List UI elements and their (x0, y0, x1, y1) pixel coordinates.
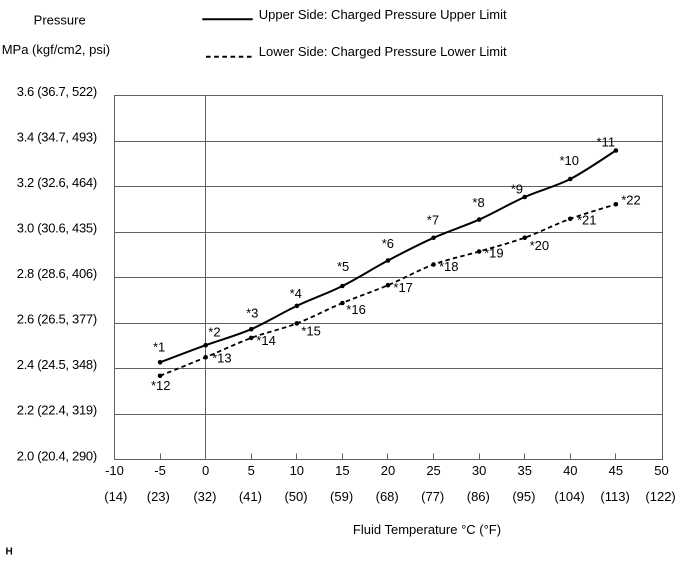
svg-text:*10: *10 (560, 153, 580, 168)
svg-text:*20: *20 (530, 238, 550, 253)
svg-text:30: 30 (472, 463, 486, 478)
svg-text:*11: *11 (597, 135, 616, 150)
svg-text:*5: *5 (337, 259, 349, 274)
svg-text:5: 5 (248, 463, 255, 478)
svg-text:2.6 (26.5, 377): 2.6 (26.5, 377) (17, 312, 97, 327)
svg-text:3.0 (30.6, 435): 3.0 (30.6, 435) (17, 221, 97, 236)
svg-text:*14: *14 (256, 333, 276, 348)
svg-text:*15: *15 (301, 324, 321, 339)
svg-text:(50): (50) (284, 489, 307, 504)
svg-text:10: 10 (290, 463, 304, 478)
svg-text:(14): (14) (104, 489, 127, 504)
svg-text:(32): (32) (193, 489, 216, 504)
svg-text:-5: -5 (154, 463, 166, 478)
svg-text:*17: *17 (393, 280, 413, 295)
svg-text:(68): (68) (376, 489, 399, 504)
svg-text:(122): (122) (645, 489, 675, 504)
svg-text:40: 40 (563, 463, 577, 478)
svg-text:Upper Side: Charged Pressure U: Upper Side: Charged Pressure Upper Limit (259, 7, 507, 22)
svg-text:*16: *16 (346, 302, 366, 317)
svg-text:*8: *8 (472, 195, 484, 210)
svg-text:(41): (41) (239, 489, 262, 504)
svg-text:15: 15 (335, 463, 349, 478)
svg-text:20: 20 (381, 463, 395, 478)
svg-text:*22: *22 (621, 192, 641, 207)
svg-text:*18: *18 (439, 259, 459, 274)
svg-text:3.6 (36.7, 522): 3.6 (36.7, 522) (17, 84, 97, 99)
svg-text:(59): (59) (330, 489, 353, 504)
svg-text:*9: *9 (511, 181, 523, 196)
svg-text:2.2 (22.4, 319): 2.2 (22.4, 319) (17, 403, 97, 418)
svg-text:25: 25 (426, 463, 440, 478)
svg-text:(113): (113) (600, 489, 629, 504)
svg-text:45: 45 (609, 463, 623, 478)
svg-text:*13: *13 (212, 351, 232, 366)
svg-text:*3: *3 (246, 306, 258, 321)
svg-text:*7: *7 (427, 213, 439, 228)
svg-text:*6: *6 (382, 236, 394, 251)
svg-text:2.0 (20.4, 290): 2.0 (20.4, 290) (17, 448, 97, 463)
svg-text:*4: *4 (290, 286, 302, 301)
svg-text:50: 50 (654, 463, 668, 478)
svg-text:*21: *21 (577, 213, 597, 228)
svg-text:*19: *19 (484, 246, 504, 261)
svg-text:(95): (95) (512, 489, 535, 504)
svg-text:(104): (104) (554, 489, 584, 504)
svg-text:*1: *1 (153, 340, 165, 355)
svg-text:*12: *12 (151, 378, 171, 393)
svg-text:H: H (6, 547, 13, 558)
svg-text:3.4 (34.7, 493): 3.4 (34.7, 493) (17, 129, 97, 144)
svg-text:Lower Side: Charged Pressure L: Lower Side: Charged Pressure Lower Limit (259, 44, 507, 59)
svg-text:-10: -10 (105, 463, 124, 478)
svg-text:(23): (23) (147, 489, 170, 504)
svg-text:2.4 (24.5, 348): 2.4 (24.5, 348) (17, 357, 97, 372)
svg-text:(86): (86) (467, 489, 490, 504)
svg-text:*2: *2 (208, 324, 220, 339)
svg-text:(77): (77) (421, 489, 444, 504)
svg-text:2.8 (28.6, 406): 2.8 (28.6, 406) (17, 266, 97, 281)
svg-text:35: 35 (517, 463, 531, 478)
svg-text:MPa (kgf/cm2, psi): MPa (kgf/cm2, psi) (2, 42, 110, 57)
svg-text:Fluid Temperature °C (°F): Fluid Temperature °C (°F) (353, 522, 501, 537)
svg-text:3.2 (32.6, 464): 3.2 (32.6, 464) (17, 175, 97, 190)
svg-text:Pressure: Pressure (34, 13, 86, 28)
svg-text:0: 0 (202, 463, 209, 478)
